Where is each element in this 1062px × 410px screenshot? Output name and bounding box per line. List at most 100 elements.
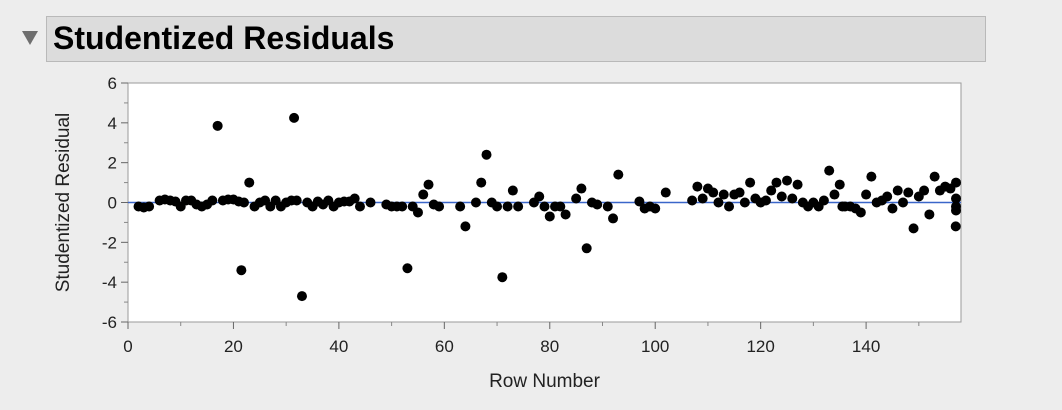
data-point bbox=[776, 191, 787, 202]
data-point bbox=[560, 209, 571, 220]
x-tick-label: 100 bbox=[641, 337, 669, 356]
data-point bbox=[782, 175, 793, 186]
data-point bbox=[418, 189, 429, 200]
data-point bbox=[951, 193, 961, 204]
data-point bbox=[481, 149, 492, 160]
data-point bbox=[650, 203, 661, 214]
data-point bbox=[365, 197, 376, 208]
data-point bbox=[861, 189, 872, 200]
data-point bbox=[476, 177, 487, 188]
data-point bbox=[724, 201, 735, 212]
x-tick-label: 60 bbox=[435, 337, 454, 356]
report-title: Studentized Residuals bbox=[53, 20, 395, 56]
data-point bbox=[818, 195, 829, 206]
data-point bbox=[455, 201, 466, 212]
report-header[interactable]: Studentized Residuals bbox=[46, 16, 986, 62]
data-point bbox=[951, 205, 961, 216]
data-point bbox=[660, 187, 671, 198]
data-point bbox=[576, 183, 587, 194]
data-point bbox=[144, 201, 155, 212]
data-point bbox=[581, 243, 592, 254]
y-axis-title: Studentized Residual bbox=[53, 113, 74, 293]
data-point bbox=[238, 197, 249, 208]
data-point bbox=[829, 189, 840, 200]
data-point bbox=[534, 191, 545, 202]
data-point bbox=[855, 207, 866, 218]
data-point bbox=[734, 187, 745, 198]
data-point bbox=[924, 209, 935, 220]
data-point bbox=[903, 187, 914, 198]
data-point bbox=[739, 197, 750, 208]
data-point bbox=[492, 201, 503, 212]
data-point bbox=[613, 169, 624, 180]
disclosure-triangle-icon[interactable] bbox=[22, 31, 38, 45]
data-point bbox=[692, 181, 703, 192]
data-point bbox=[718, 189, 729, 200]
x-tick-label: 140 bbox=[852, 337, 880, 356]
data-point bbox=[708, 187, 719, 198]
data-point bbox=[434, 201, 445, 212]
data-point bbox=[697, 193, 708, 204]
data-point bbox=[460, 221, 471, 232]
data-point bbox=[892, 185, 903, 196]
x-axis-title: Row Number bbox=[489, 371, 601, 392]
data-point bbox=[423, 179, 434, 190]
x-tick-label: 120 bbox=[746, 337, 774, 356]
data-point bbox=[502, 201, 513, 212]
data-point bbox=[745, 177, 756, 188]
y-tick-label: -2 bbox=[102, 233, 117, 252]
data-point bbox=[898, 197, 909, 208]
data-point bbox=[824, 165, 835, 176]
y-tick-label: 2 bbox=[108, 154, 117, 173]
data-point bbox=[571, 193, 582, 204]
data-point bbox=[834, 179, 845, 190]
data-point bbox=[760, 195, 771, 206]
data-point bbox=[236, 265, 247, 276]
data-point bbox=[592, 199, 603, 210]
data-point bbox=[412, 207, 423, 218]
data-point bbox=[951, 177, 961, 188]
x-tick-label: 20 bbox=[224, 337, 243, 356]
data-point bbox=[397, 201, 408, 212]
data-point bbox=[289, 112, 300, 123]
data-point bbox=[929, 171, 940, 182]
y-tick-label: 6 bbox=[108, 74, 117, 93]
data-point bbox=[207, 195, 218, 206]
data-point bbox=[291, 195, 302, 206]
data-point bbox=[950, 221, 961, 232]
data-point bbox=[608, 213, 619, 224]
data-point bbox=[771, 177, 782, 188]
data-point bbox=[882, 191, 893, 202]
x-tick-label: 80 bbox=[540, 337, 559, 356]
data-point bbox=[634, 196, 645, 207]
data-point bbox=[296, 291, 307, 302]
data-point bbox=[919, 185, 930, 196]
data-point bbox=[507, 185, 518, 196]
data-point bbox=[244, 177, 255, 188]
data-point bbox=[866, 171, 877, 182]
data-point bbox=[792, 179, 803, 190]
data-point bbox=[544, 211, 555, 222]
data-point bbox=[713, 197, 724, 208]
data-point bbox=[349, 193, 360, 204]
data-point bbox=[470, 197, 481, 208]
data-point bbox=[766, 185, 777, 196]
data-point bbox=[887, 203, 898, 214]
data-point bbox=[555, 201, 566, 212]
data-point bbox=[687, 195, 698, 206]
data-point bbox=[402, 263, 413, 274]
y-tick-label: 0 bbox=[108, 194, 117, 213]
x-tick-label: 40 bbox=[329, 337, 348, 356]
x-tick-label: 0 bbox=[123, 337, 132, 356]
data-point bbox=[787, 193, 798, 204]
data-point bbox=[513, 201, 524, 212]
y-tick-label: -6 bbox=[102, 313, 117, 332]
data-point bbox=[497, 272, 508, 283]
y-tick-label: -4 bbox=[102, 273, 117, 292]
data-point bbox=[539, 201, 550, 212]
data-point bbox=[212, 120, 223, 131]
data-point bbox=[602, 201, 613, 212]
y-tick-label: 4 bbox=[108, 114, 117, 133]
data-point bbox=[908, 223, 919, 234]
